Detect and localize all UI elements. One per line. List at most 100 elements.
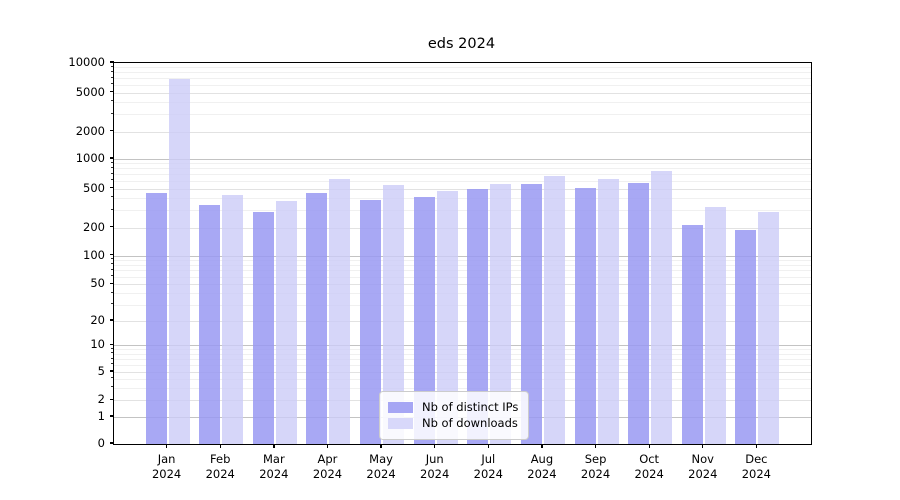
y-minor-tick: [111, 112, 114, 114]
y-tick: [109, 282, 114, 284]
gridline: [114, 78, 811, 80]
x-tick: [541, 444, 543, 449]
gridline: [114, 270, 811, 272]
bar-downloads-9: [597, 178, 619, 444]
y-minor-tick: [111, 303, 114, 305]
bar-downloads-8: [543, 176, 565, 444]
y-tick: [109, 370, 114, 372]
x-tick: [648, 444, 650, 449]
y-tick-label: 5: [97, 364, 105, 378]
y-tick-label: 10000: [68, 55, 105, 69]
gridline: [114, 293, 811, 295]
x-tick-label: Jul 2024: [473, 452, 503, 481]
bar-downloads-3: [275, 201, 297, 444]
y-tick-label: 2: [97, 392, 105, 407]
x-tick: [326, 444, 329, 449]
gridline: [114, 174, 811, 176]
y-tick-label: 0: [97, 436, 105, 450]
bar-downloads-1: [168, 78, 190, 444]
gridline: [114, 188, 811, 190]
x-tick-label: Feb 2024: [205, 452, 235, 481]
y-minor-tick: [111, 161, 114, 163]
gridline: [114, 276, 811, 278]
legend-swatch-downloads: [388, 417, 413, 429]
bar-distinct-ips-3: [252, 211, 274, 444]
y-tick: [109, 319, 114, 321]
gridline: [114, 284, 811, 286]
y-minor-tick: [111, 83, 114, 85]
y-tick: [109, 398, 114, 400]
gridline: [114, 114, 811, 116]
y-minor-tick: [111, 377, 114, 379]
y-minor-tick: [111, 386, 114, 388]
y-tick-label: 500: [83, 180, 105, 195]
bar-distinct-ips-7: [467, 189, 489, 444]
x-tick-label: Oct 2024: [634, 452, 664, 481]
gridline: [114, 255, 811, 257]
plot-area: Nb of distinct IPs Nb of downloads: [113, 62, 812, 445]
gridline: [114, 92, 811, 94]
x-tick-label: Sep 2024: [580, 452, 611, 481]
bar-distinct-ips-12: [735, 229, 757, 444]
gridline: [114, 349, 811, 351]
gridline: [114, 84, 811, 86]
x-tick-label: Mar 2024: [259, 452, 289, 481]
legend-item-distinct-ips: Nb of distinct IPs: [388, 400, 518, 414]
y-minor-tick: [111, 275, 114, 277]
gridline: [114, 101, 811, 103]
bar-downloads-4: [329, 179, 351, 444]
x-tick: [434, 444, 436, 449]
gridline: [114, 67, 811, 69]
gridline: [114, 364, 811, 366]
y-tick: [109, 61, 114, 63]
bar-downloads-11: [704, 207, 726, 444]
x-tick: [755, 444, 758, 449]
y-tick: [109, 90, 114, 93]
x-tick-label: Jan 2024: [151, 452, 182, 481]
x-tick-label: Nov 2024: [688, 452, 718, 481]
bar-distinct-ips-4: [306, 192, 328, 444]
x-tick-label: Apr 2024: [312, 452, 343, 481]
x-tick: [487, 444, 489, 449]
gridline: [114, 72, 811, 74]
x-tick: [273, 444, 275, 449]
y-minor-tick: [111, 263, 114, 265]
bar-downloads-6: [436, 191, 458, 444]
x-tick: [380, 444, 382, 449]
gridline: [114, 197, 811, 199]
bar-downloads-2: [222, 194, 244, 444]
gridline: [114, 131, 811, 133]
y-minor-tick: [111, 208, 114, 210]
bar-distinct-ips-11: [681, 225, 703, 444]
bar-distinct-ips-5: [360, 200, 382, 444]
y-tick: [109, 157, 114, 159]
y-tick-label: 10: [90, 337, 105, 352]
gridline: [114, 345, 811, 347]
bar-downloads-12: [758, 211, 780, 444]
y-tick-label: 1000: [75, 151, 105, 165]
bar-downloads-10: [651, 171, 673, 444]
y-tick-label: 5000: [75, 84, 105, 99]
bar-distinct-ips-2: [199, 204, 221, 444]
x-tick: [702, 444, 704, 449]
bar-downloads-7: [490, 184, 512, 444]
y-tick-label: 100: [83, 247, 105, 262]
y-tick: [109, 415, 114, 417]
y-minor-tick: [111, 166, 114, 168]
y-minor-tick: [111, 76, 114, 78]
legend-label-downloads: Nb of downloads: [422, 416, 518, 430]
legend-item-downloads: Nb of downloads: [388, 416, 518, 430]
x-tick: [594, 444, 597, 449]
y-minor-tick: [111, 352, 114, 354]
x-tick-label: Aug 2024: [527, 452, 557, 481]
gridline: [114, 210, 811, 212]
y-tick-label: 2000: [75, 123, 105, 138]
legend-swatch-distinct-ips: [388, 401, 413, 413]
gridline: [114, 180, 811, 182]
y-tick: [109, 186, 114, 189]
y-tick: [109, 442, 114, 444]
chart-title: eds 2024: [427, 36, 496, 52]
y-tick-label: 50: [90, 276, 105, 291]
x-tick: [166, 444, 168, 449]
gridline: [114, 387, 811, 389]
